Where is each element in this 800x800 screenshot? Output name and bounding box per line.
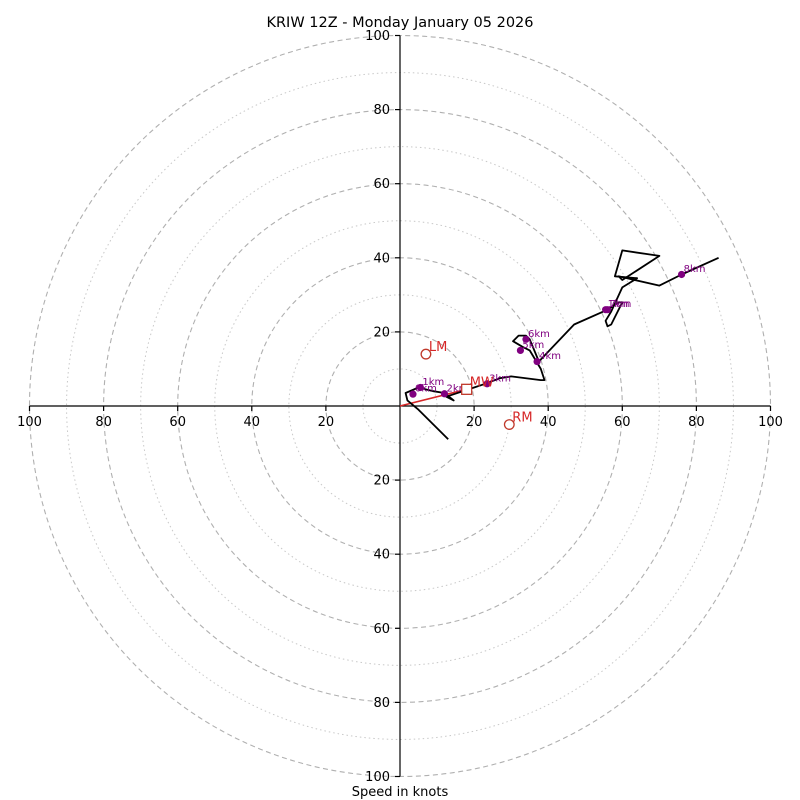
height-marker-label: 5km	[522, 340, 544, 351]
x-tick-label: 60	[614, 415, 631, 430]
storm-motion-lm-marker	[420, 348, 432, 360]
y-tick-label: 20	[373, 325, 390, 340]
height-marker-dot	[516, 346, 525, 355]
x-tick-label: 80	[95, 415, 112, 430]
height-marker-dot	[522, 335, 530, 343]
height-marker-dot	[677, 270, 686, 279]
storm-motion-lm-label: LM	[429, 340, 447, 355]
storm-motion-mw-marker	[461, 383, 473, 395]
x-tick-label: 100	[17, 415, 42, 430]
x-tick-label: 20	[318, 415, 335, 430]
storm-motion-markers: LM MW RM	[420, 340, 533, 430]
x-tick-label: 40	[540, 415, 557, 430]
chart-title: KRIW 12Z - Monday January 05 2026	[266, 15, 533, 31]
height-marker-dot	[440, 390, 449, 398]
x-tick-label: 20	[466, 415, 483, 430]
height-marker-label: 8km	[684, 264, 706, 275]
x-tick-label: 80	[688, 415, 705, 430]
y-tick-label: 40	[373, 251, 390, 266]
height-marker-label: 7km	[609, 299, 631, 310]
tick-labels: 100 80 60 40 20 20 40 60 80 100 100 80 60 40 20 20 40 60 8…	[17, 29, 783, 785]
height-marker-dot	[416, 383, 424, 392]
height-marker-label: 1km	[422, 377, 444, 388]
x-tick-label: 40	[244, 415, 261, 430]
x-tick-label: 100	[758, 415, 783, 430]
y-tick-label: 20	[373, 474, 390, 489]
y-tick-label: 40	[373, 548, 390, 563]
storm-motion-mw-label: MW	[470, 375, 494, 390]
hodograph-trace	[404, 249, 719, 440]
y-tick-label: 60	[373, 177, 390, 192]
height-marker-label: 1km	[608, 299, 630, 310]
y-tick-label: 60	[373, 622, 390, 637]
y-tick-label: 100	[365, 29, 390, 44]
y-tick-label: 80	[373, 103, 390, 118]
height-marker-dot	[602, 306, 610, 314]
x-axis-label: Speed in knots	[352, 785, 449, 800]
hodograph-trace-layer	[404, 249, 719, 440]
storm-motion-rm-marker	[503, 419, 515, 430]
y-tick-label: 80	[373, 696, 390, 711]
height-marker-dot	[533, 357, 541, 366]
x-tick-label: 60	[169, 415, 186, 430]
height-marker-label: 0km	[415, 384, 437, 395]
height-marker-dot	[483, 380, 491, 388]
storm-motion-rm-label: RM	[512, 411, 532, 426]
height-marker-label: 2km	[446, 383, 468, 394]
height-marker-label: 4km	[539, 351, 561, 362]
height-marker-label: 6km	[528, 329, 550, 340]
y-tick-label: 100	[365, 770, 390, 785]
height-marker-dot	[409, 390, 417, 398]
height-marker-label: 3km	[489, 373, 511, 384]
